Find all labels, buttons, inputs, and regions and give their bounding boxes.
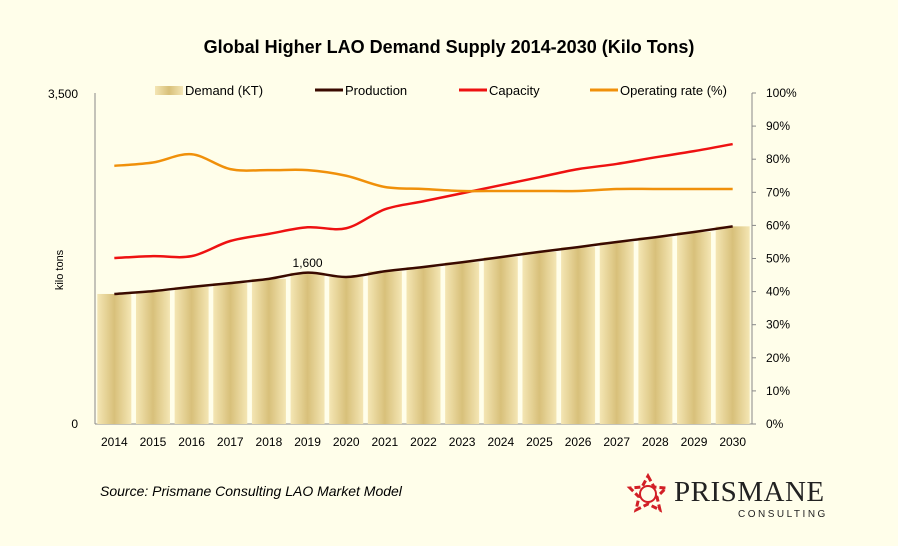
y2-tick-label: 0% [766,417,784,431]
bar-demand-2023 [445,262,480,424]
bar-demand-2016 [174,286,209,424]
legend-label: Capacity [489,83,540,98]
line-operating-rate- [114,152,733,193]
x-tick-label: 2017 [217,435,244,449]
y2-tick-label: 90% [766,119,790,133]
x-tick-label: 2024 [487,435,514,449]
bar-demand-2021 [367,271,402,424]
bar-demand-2025 [522,251,557,424]
bar-demand-2026 [561,247,596,424]
data-label: 1,600 [293,256,323,270]
y2-tick-label: 20% [766,351,790,365]
x-tick-label: 2030 [719,435,746,449]
x-tick-label: 2020 [333,435,360,449]
bar-demand-2017 [213,283,248,424]
legend-label: Operating rate (%) [620,83,727,98]
y2-tick-label: 40% [766,285,790,299]
line-capacity [114,142,733,260]
y2-tick-label: 100% [766,86,797,100]
bar-demand-2029 [677,232,712,424]
bar-demand-2019 [290,272,325,424]
x-tick-label: 2015 [140,435,167,449]
y-axis-label: kilo tons [54,249,66,290]
legend-swatch [155,86,183,95]
x-tick-label: 2026 [565,435,592,449]
bar-demand-2028 [638,237,673,424]
y2-tick-label: 70% [766,185,790,199]
bar-demand-2014 [97,293,132,424]
legend-label: Production [345,83,407,98]
bar-demand-2020 [329,276,364,424]
prismane-logo: PRISMANE CONSULTING [626,470,826,525]
bar-demand-2027 [599,241,634,424]
x-tick-label: 2022 [410,435,437,449]
source-note: Source: Prismane Consulting LAO Market M… [100,483,402,499]
y2-tick-label: 60% [766,218,790,232]
logo-star-icon [626,472,670,513]
x-tick-label: 2018 [256,435,283,449]
y2-tick-label: 30% [766,318,790,332]
x-tick-label: 2014 [101,435,128,449]
y-tick-label: 0 [71,417,78,431]
x-tick-label: 2021 [372,435,399,449]
logo-subtitle: CONSULTING [738,509,828,520]
y-tick-label: 3,500 [48,87,78,101]
logo-name: PRISMANE [674,476,825,508]
y2-tick-label: 50% [766,252,790,266]
x-tick-label: 2027 [603,435,630,449]
y2-tick-label: 80% [766,152,790,166]
x-tick-label: 2025 [526,435,553,449]
x-tick-label: 2028 [642,435,669,449]
y2-tick-label: 10% [766,384,790,398]
legend-label: Demand (KT) [185,83,263,98]
x-tick-label: 2016 [178,435,205,449]
x-tick-label: 2029 [681,435,708,449]
x-tick-label: 2023 [449,435,476,449]
line-production [114,225,733,296]
x-tick-label: 2019 [294,435,321,449]
bar-demand-2022 [406,267,441,424]
chart-title: Global Higher LAO Demand Supply 2014-203… [204,37,695,57]
bar-demand-2024 [483,257,518,424]
bar-demand-2018 [251,278,286,424]
bar-demand-2015 [135,291,170,424]
bar-demand-2030 [715,226,750,424]
